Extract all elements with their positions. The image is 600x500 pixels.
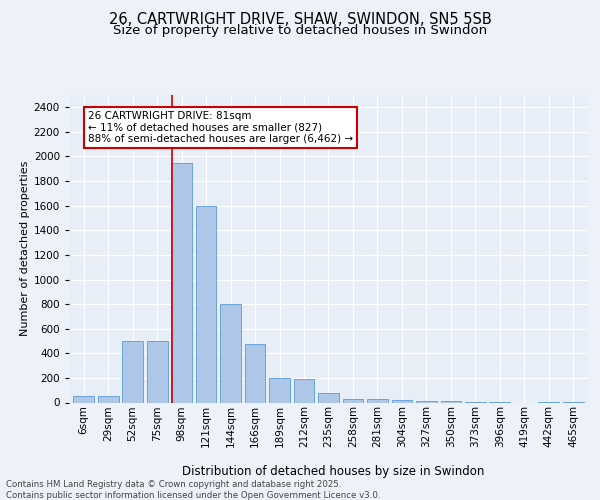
Bar [196, 206, 217, 402]
Bar [147, 341, 167, 402]
Text: Distribution of detached houses by size in Swindon: Distribution of detached houses by size … [182, 464, 484, 477]
Text: 26, CARTWRIGHT DRIVE, SHAW, SWINDON, SN5 5SB: 26, CARTWRIGHT DRIVE, SHAW, SWINDON, SN5… [109, 12, 491, 28]
Bar [220, 304, 241, 402]
Bar [245, 344, 265, 403]
Bar [98, 396, 119, 402]
Bar [367, 400, 388, 402]
Bar [318, 394, 339, 402]
Bar [293, 379, 314, 402]
Y-axis label: Number of detached properties: Number of detached properties [20, 161, 29, 336]
Text: Contains HM Land Registry data © Crown copyright and database right 2025.
Contai: Contains HM Land Registry data © Crown c… [6, 480, 380, 500]
Bar [416, 400, 437, 402]
Bar [122, 341, 143, 402]
Text: Size of property relative to detached houses in Swindon: Size of property relative to detached ho… [113, 24, 487, 37]
Bar [171, 162, 192, 402]
Text: 26 CARTWRIGHT DRIVE: 81sqm
← 11% of detached houses are smaller (827)
88% of sem: 26 CARTWRIGHT DRIVE: 81sqm ← 11% of deta… [88, 111, 353, 144]
Bar [73, 396, 94, 402]
Bar [392, 400, 412, 402]
Bar [269, 378, 290, 402]
Bar [343, 399, 364, 402]
